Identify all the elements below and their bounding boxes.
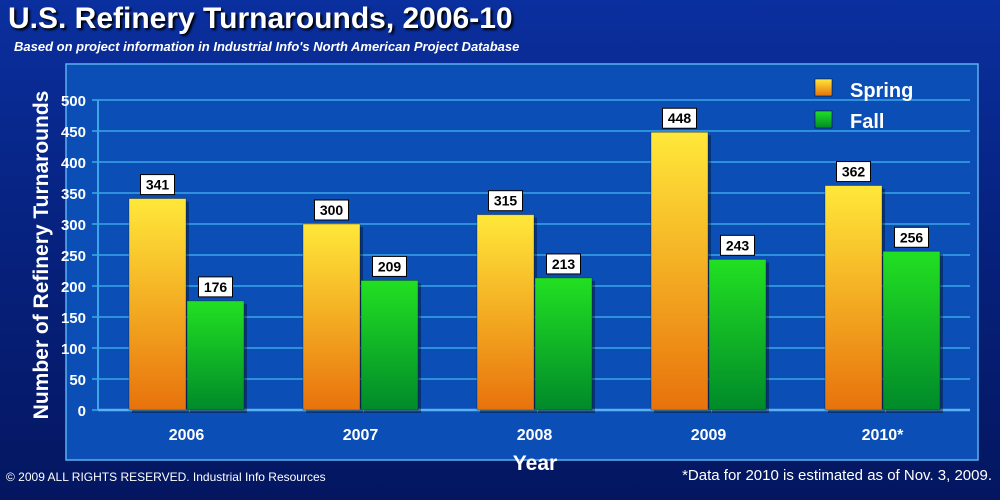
chart-subtitle: Based on project information in Industri… xyxy=(14,39,520,54)
bar-spring-2006 xyxy=(128,198,187,411)
x-tick-label: 2007 xyxy=(343,427,379,444)
data-label-fall-2007: 209 xyxy=(378,258,402,274)
data-label-box xyxy=(662,107,697,129)
bar-spring-2008 xyxy=(476,214,535,411)
y-tick-label: 0 xyxy=(78,403,86,420)
bar-fall-2006 xyxy=(186,300,245,411)
y-tick-label: 300 xyxy=(61,217,86,234)
x-axis-title: Year xyxy=(513,452,557,475)
data-label-spring-2007: 300 xyxy=(320,202,344,218)
bar-fall-2009 xyxy=(708,258,767,411)
bar-spring-2010- xyxy=(824,185,883,411)
legend-swatch-fall xyxy=(814,110,833,129)
bar-spring-2007 xyxy=(302,223,361,411)
data-label-spring-2006: 341 xyxy=(146,177,170,193)
data-label-fall-2009: 243 xyxy=(726,237,750,253)
data-label-box xyxy=(140,174,175,196)
data-label-box xyxy=(546,253,581,275)
legend-swatch-spring xyxy=(814,78,833,97)
data-label-fall-2010-: 256 xyxy=(900,229,924,245)
legend-label-spring: Spring xyxy=(850,80,913,102)
data-label-spring-2010-: 362 xyxy=(842,164,866,180)
copyright-notice: © 2009 ALL RIGHTS RESERVED. Industrial I… xyxy=(6,470,326,484)
bar-spring-2009 xyxy=(650,131,709,411)
y-tick-label: 50 xyxy=(69,372,86,389)
y-tick-label: 250 xyxy=(61,248,86,265)
data-label-fall-2006: 176 xyxy=(204,279,228,295)
y-tick-label: 400 xyxy=(61,155,86,172)
bar-fall-2008 xyxy=(534,277,593,411)
data-label-spring-2009: 448 xyxy=(668,110,692,126)
x-tick-label: 2009 xyxy=(691,427,727,444)
x-tick-label: 2010* xyxy=(862,427,905,444)
legend: Spring Fall xyxy=(814,78,913,133)
legend-label-fall: Fall xyxy=(850,111,884,133)
y-axis-title: Number of Refinery Turnarounds xyxy=(30,91,53,420)
data-label-spring-2008: 315 xyxy=(494,193,518,209)
x-tick-label: 2008 xyxy=(517,427,553,444)
y-tick-label: 350 xyxy=(61,186,86,203)
y-tick-label: 150 xyxy=(61,310,86,327)
x-tick-label: 2006 xyxy=(169,427,205,444)
data-label-box xyxy=(488,190,523,212)
data-label-box xyxy=(198,276,233,298)
y-tick-label: 500 xyxy=(61,93,86,110)
estimate-footnote: *Data for 2010 is estimated as of Nov. 3… xyxy=(682,467,992,484)
data-label-box xyxy=(314,199,349,221)
data-label-box xyxy=(372,255,407,277)
chart-title: U.S. Refinery Turnarounds, 2006-10 xyxy=(8,2,513,35)
data-label-box xyxy=(720,234,755,256)
y-tick-label: 450 xyxy=(61,124,86,141)
data-label-box xyxy=(894,226,929,248)
y-tick-label: 200 xyxy=(61,279,86,296)
data-label-box xyxy=(836,161,871,183)
bar-fall-2010- xyxy=(882,250,941,411)
bar-fall-2007 xyxy=(360,280,419,411)
data-label-fall-2008: 213 xyxy=(552,256,576,272)
y-tick-label: 100 xyxy=(61,341,86,358)
